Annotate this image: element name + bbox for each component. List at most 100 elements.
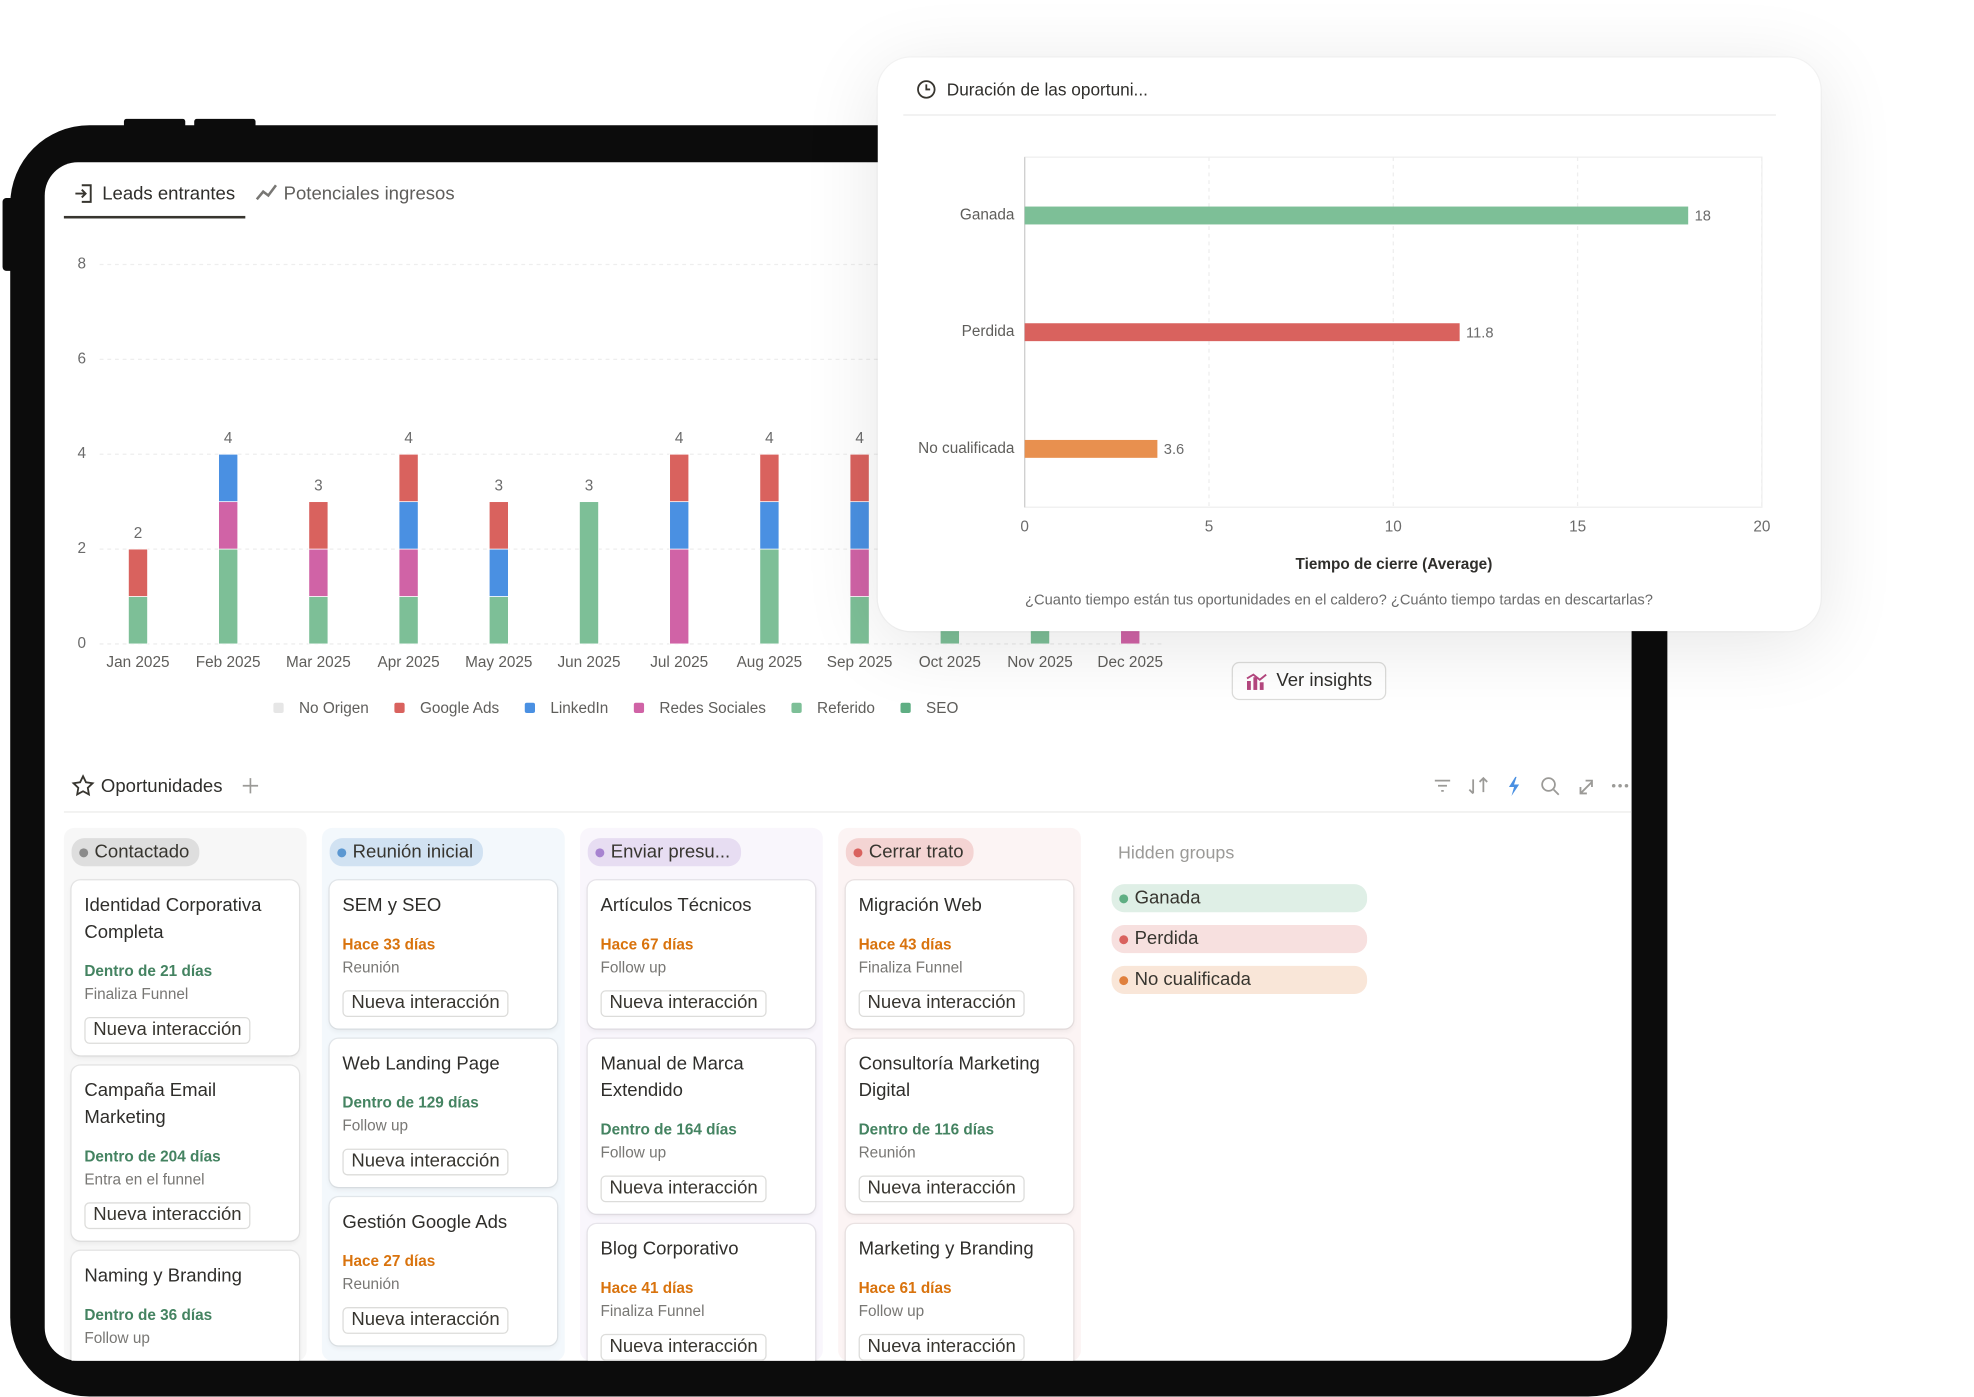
bar (1024, 206, 1689, 225)
y-tick-label: No cualificada (918, 440, 1015, 457)
bar-segment (218, 548, 239, 645)
legend-swatch (524, 702, 535, 713)
y-tick-label: 0 (78, 635, 87, 652)
card-stage: Finaliza Funnel (858, 958, 963, 977)
card[interactable]: Gestión Google Ads Hace 27 días Reunión Nue… (329, 1197, 558, 1346)
y-tick-label: 6 (78, 350, 87, 367)
bar-segment (669, 501, 690, 550)
x-tick-label: Apr 2025 (377, 654, 439, 671)
card[interactable]: Blog Corporativo Hace 41 días Finaliza Fun… (587, 1224, 816, 1361)
card-time: Dentro de 116 días (858, 1120, 995, 1139)
group-name: Perdida (1134, 928, 1199, 950)
add-icon[interactable] (241, 777, 259, 795)
card-action[interactable]: Nueva interacción (858, 990, 1025, 1018)
x-tick-label: 10 (1385, 519, 1402, 536)
card[interactable]: Identidad Corporativa Completa Dentro de … (71, 880, 299, 1056)
bar-segment (849, 548, 870, 597)
card-action[interactable]: Nueva interacción (858, 1175, 1025, 1203)
card[interactable]: SEM y SEO Hace 33 días Reunión Nueva intera… (329, 880, 558, 1029)
card-time: Dentro de 21 días (84, 962, 213, 980)
bar (1024, 439, 1158, 458)
insights-button[interactable]: Ver insights (1231, 661, 1387, 701)
x-tick-label: 20 (1753, 519, 1770, 536)
card[interactable]: Manual de Marca Extendido Dentro de 164 d… (587, 1038, 816, 1214)
x-tick-label: 0 (1020, 519, 1029, 536)
bar-segment (218, 501, 239, 550)
card-action[interactable]: Nueva interacción (600, 1333, 767, 1361)
card-action[interactable]: Nueva interacción (342, 1307, 509, 1334)
search-icon[interactable] (1541, 777, 1560, 796)
status-dot (595, 847, 605, 857)
automation-icon[interactable] (1508, 776, 1520, 796)
sort-icon[interactable] (1468, 776, 1488, 795)
bar-segment (849, 501, 870, 550)
more-icon[interactable] (1611, 783, 1629, 788)
bar-segment (849, 453, 870, 503)
value-label: 11.8 (1466, 325, 1494, 341)
card[interactable]: Marketing y Branding Hace 61 días Follow u… (845, 1224, 1074, 1361)
legend-label: Referido (817, 700, 875, 717)
bar-segment (308, 501, 329, 550)
hidden-group[interactable]: Ganada (1111, 884, 1368, 913)
card[interactable]: Web Landing Page Dentro de 129 días Follow… (329, 1038, 558, 1187)
column-name: Enviar presu... (610, 841, 731, 863)
y-tick-label: Ganada (960, 207, 1015, 224)
card[interactable]: Consultoría Marketing Digital Dentro de 1… (845, 1038, 1074, 1214)
total-label: 4 (404, 430, 413, 447)
chart-title: Duración de las oportuni... (947, 79, 1148, 99)
card[interactable]: Migración Web Hace 43 días Finaliza Funnel… (845, 880, 1074, 1029)
card[interactable]: Artículos Técnicos Hace 67 días Follow up N… (587, 880, 816, 1029)
column-name: Reunión inicial (352, 841, 474, 863)
legend-swatch (791, 702, 802, 713)
expand-icon[interactable] (1579, 779, 1593, 795)
card-time: Hace 27 días (342, 1252, 436, 1271)
card-action[interactable]: Nueva interacción (342, 1148, 509, 1176)
card-time: Hace 61 días (858, 1278, 952, 1297)
status-dot (853, 847, 863, 857)
legend-swatch (273, 702, 284, 713)
card[interactable]: Campaña Email Marketing Dentro de 204 día… (71, 1065, 299, 1241)
total-label: 3 (585, 477, 594, 494)
legend-swatch (394, 702, 405, 713)
total-label: 3 (495, 477, 504, 494)
card-title: Campaña Email Marketing (84, 1080, 217, 1129)
hidden-group[interactable]: Perdida (1111, 925, 1368, 954)
total-label: 4 (765, 430, 774, 447)
card-stage: Follow up (600, 1143, 667, 1162)
card-stage: Finaliza Funnel (600, 1301, 705, 1320)
legend-swatch (900, 702, 911, 713)
card-action[interactable]: Nueva interacción (342, 990, 509, 1018)
hidden-groups-title: Hidden groups (1117, 841, 1235, 863)
board-column: Contactado Identidad Corporativa Completa… (63, 827, 307, 1361)
card-title: Gestión Google Ads (342, 1212, 508, 1233)
card-stage: Reunión (342, 958, 400, 977)
tab[interactable]: Potenciales ingresos (283, 183, 455, 205)
column-header: Reunión inicial (329, 838, 484, 867)
card-time: Dentro de 36 días (84, 1305, 213, 1324)
card-title: SEM y SEO (342, 895, 442, 917)
card-action[interactable]: Nueva interacción (84, 1017, 251, 1044)
hidden-group[interactable]: No cualificada (1111, 965, 1368, 995)
legend-swatch (633, 702, 645, 713)
bar-segment (759, 453, 780, 503)
card-action[interactable]: Nueva interacción (600, 990, 767, 1018)
status-dot (1119, 893, 1129, 903)
card[interactable]: Naming y Branding Dentro de 36 días Follow… (71, 1250, 299, 1361)
bar-segment (218, 453, 239, 503)
filter-icon[interactable] (1434, 779, 1451, 792)
card-action[interactable]: Nueva interacción (858, 1333, 1025, 1361)
card-action[interactable]: Nueva interacción (600, 1175, 767, 1203)
card-action[interactable]: Nueva interacción (84, 1202, 251, 1230)
card-title: Marketing y Branding (858, 1239, 1034, 1260)
board-column: Cerrar trato Migración Web Hace 43 días Fin… (838, 827, 1081, 1361)
card-title: Artículos Técnicos (600, 895, 752, 917)
hidden-groups: Hidden groups Ganada Perdida No cualificada (1111, 838, 1368, 1007)
x-tick-label: Oct 2025 (919, 654, 981, 671)
tab-icon (75, 184, 92, 203)
tab[interactable]: Leads entrantes (102, 183, 236, 205)
y-tick-label: Perdida (962, 323, 1015, 340)
toolbar (1434, 776, 1629, 796)
status-dot (1119, 975, 1129, 985)
card-stage: Reunión (858, 1143, 916, 1162)
